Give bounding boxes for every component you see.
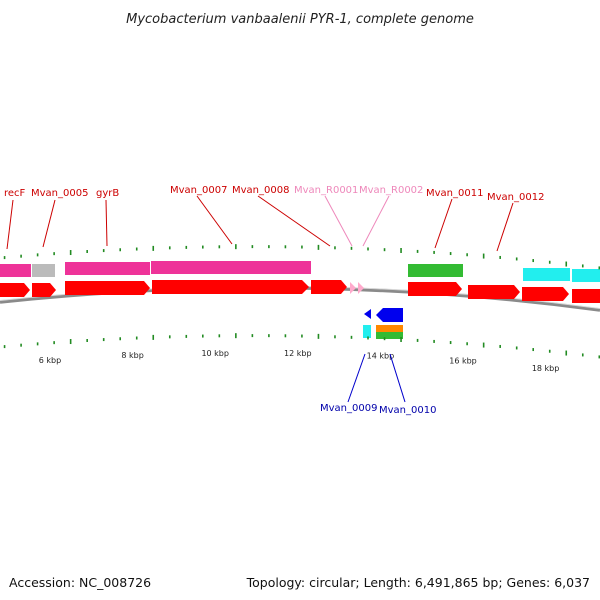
gene-label-mvan-0011: Mvan_0011 [426,188,483,199]
gene-label-mvan-0007: Mvan_0007 [170,185,227,196]
top-tick-row [3,244,600,270]
category-bar [572,269,600,282]
cds-arrow [311,280,347,294]
cds-arrow-reverse [364,309,371,319]
cds-arrow [522,287,569,301]
category-bar [363,325,371,338]
leader-line [196,195,233,245]
page-title: Mycobacterium vanbaalenii PYR-1, complet… [126,12,474,27]
cds-arrow [0,283,30,297]
gene-label-recf: recF [4,188,26,199]
category-bar [0,264,31,277]
category-bar [376,332,403,339]
category-bar [376,325,403,332]
leader-line [362,195,390,247]
category-bar [151,261,311,274]
category-bar [408,264,463,277]
kbp-tick-label: 12 kbp [284,349,312,358]
leader-line [6,199,14,250]
leader-line [42,199,56,248]
cds-arrow [65,281,150,295]
gene-label-mvan-0010: Mvan_0010 [379,405,436,416]
bottom-features: 6 kbp 8 kbp 10 kbp 12 kbp 14 kbp 16 kbp 18 kbp… [3,308,600,416]
category-bar [65,262,150,275]
rna-arrow [358,282,364,294]
cds-arrow [32,283,56,297]
leader-line [257,195,331,247]
leader-line [434,198,453,249]
category-bar [523,268,570,281]
gene-label-mvan-0005: Mvan_0005 [31,188,88,199]
kbp-scale-labels: 6 kbp 8 kbp 10 kbp 12 kbp 14 kbp 16 kbp 18 kbp [39,349,560,373]
leader-line [347,353,366,403]
gene-label-mvan-0008: Mvan_0008 [232,185,289,196]
gene-label-mvan-0009: Mvan_0009 [320,403,377,414]
accession-text: Accession: NC_008726 [9,575,151,590]
kbp-tick-label: 6 kbp [39,356,61,365]
cds-arrow-reverse [376,308,403,322]
top-features: recF Mvan_0005 gyrB Mvan_0007 Mvan_0008 … [0,185,600,312]
leader-line [105,199,108,247]
cds-arrow [468,285,520,299]
cds-arrow [572,289,600,303]
gene-label-mvan-r0001: Mvan_R0001 [294,185,358,196]
kbp-tick-label: 14 kbp [367,351,395,360]
gene-label-gyrb: gyrB [96,188,119,199]
leader-line [324,195,353,247]
genome-summary-text: Topology: circular; Length: 6,491,865 bp… [246,575,590,590]
cds-arrow [152,280,309,294]
kbp-tick-label: 8 kbp [121,351,143,360]
rna-arrow [350,282,356,294]
gene-label-mvan-r0002: Mvan_R0002 [359,185,423,196]
kbp-tick-label: 16 kbp [449,356,477,365]
kbp-tick-label: 18 kbp [532,364,560,373]
cds-arrow [408,282,462,296]
category-bar [32,264,55,277]
gene-label-mvan-0012: Mvan_0012 [487,192,544,203]
bottom-tick-row [3,333,600,359]
leader-line [389,353,406,403]
leader-line [496,202,514,252]
kbp-tick-label: 10 kbp [201,349,229,358]
